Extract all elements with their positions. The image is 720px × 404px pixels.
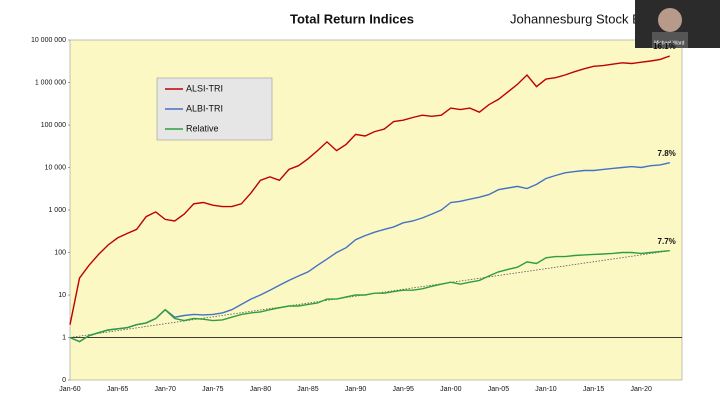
y-tick-label: 10 000 000: [31, 37, 66, 44]
x-tick-label: Jan-05: [488, 386, 510, 393]
y-tick-label: 10 000: [45, 164, 67, 171]
x-tick-label: Jan-00: [440, 386, 462, 393]
y-tick-label: 0: [62, 377, 66, 384]
y-tick-label: 100: [54, 249, 66, 256]
series-line: [69, 250, 670, 343]
y-tick-label: 10: [58, 292, 66, 299]
chart-title: Total Return Indices: [290, 11, 414, 26]
end-label: 16.1%: [653, 42, 676, 51]
x-tick-label: Jan-65: [107, 386, 129, 393]
x-tick-label: Jan-90: [345, 386, 367, 393]
presenter-name: Michael Ward: [654, 40, 685, 46]
x-tick-label: Jan-15: [583, 386, 605, 393]
y-tick-label: 1 000: [48, 207, 66, 214]
y-tick-label: 1: [62, 334, 66, 341]
x-tick-label: Jan-70: [154, 386, 176, 393]
x-tick-label: Jan-95: [392, 386, 414, 393]
x-tick-label: Jan-10: [535, 386, 557, 393]
y-tick-label: 1 000 000: [35, 79, 66, 86]
x-tick-label: Jan-85: [297, 386, 319, 393]
slide-title: Johannesburg Stock Ex: [510, 11, 648, 26]
x-tick-label: Jan-75: [202, 386, 224, 393]
x-tick-label: Jan-20: [630, 386, 652, 393]
presenter-face: [658, 8, 682, 32]
series-line: [69, 55, 671, 325]
y-tick-label: 100 000: [41, 122, 66, 129]
legend-label: Relative: [186, 123, 219, 133]
x-tick-label: Jan-80: [250, 386, 272, 393]
legend-label: ALBI-TRI: [186, 103, 223, 113]
end-label: 7.7%: [658, 237, 676, 246]
end-label: 7.8%: [658, 149, 676, 158]
presenter-body: [652, 32, 688, 48]
legend-label: ALSI-TRI: [186, 83, 223, 93]
x-tick-label: Jan-60: [59, 386, 81, 393]
